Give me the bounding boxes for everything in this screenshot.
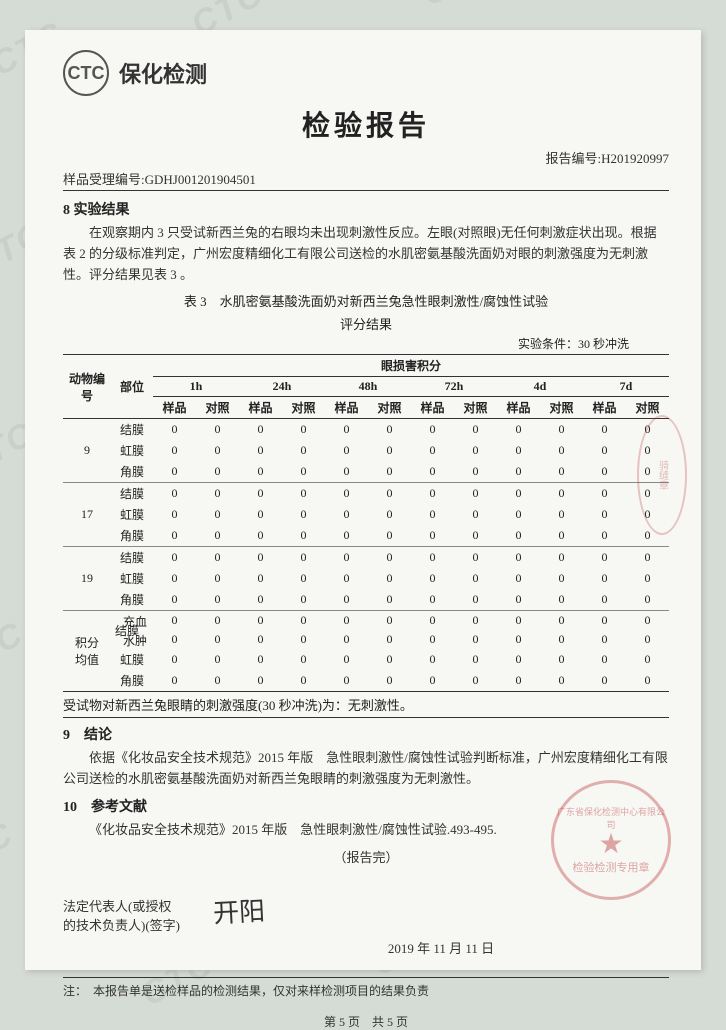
section-9-heading: 9 结论 (63, 724, 669, 744)
sample-number-value: GDHJ001201904501 (145, 172, 256, 187)
signature-label: 法定代表人(或授权 的技术负责人)(签字) (63, 896, 180, 934)
table-footer-note: 受试物对新西兰兔眼睛的刺激强度(30 秒冲洗)为：无刺激性。 (63, 692, 669, 718)
table-caption-line2: 评分结果 (63, 314, 669, 333)
end-of-report: （报告完） (63, 847, 669, 866)
section-10-paragraph: 《化妆品安全技术规范》2015 年版 急性眼刺激性/腐蚀性试验.493-495. (63, 820, 669, 841)
signature-glyph: 开阳 (212, 890, 266, 930)
ctc-logo-icon: CTC (63, 50, 109, 96)
document-page: CTC 保化检测 检验报告 报告编号:H201920997 样品受理编号:GDH… (25, 30, 701, 970)
report-title: 检验报告 (63, 104, 669, 144)
watermark-text: CTC (0, 814, 21, 884)
signature-label-line1: 法定代表人(或授权 (63, 896, 180, 915)
results-table: 动物编号部位眼损害积分1h24h48h72h4d7d样品对照样品对照样品对照样品… (63, 354, 669, 692)
report-date: 2019 年 11 月 11 日 (63, 938, 669, 957)
section-8-heading: 8 实验结果 (63, 199, 669, 219)
exp-cond-value: 30 秒冲洗 (578, 337, 629, 351)
org-title: 保化检测 (119, 57, 207, 89)
experiment-condition: 实验条件：30 秒冲洗 (63, 335, 669, 352)
signature-label-line2: 的技术负责人)(签字) (63, 915, 180, 934)
sample-number-label: 样品受理编号: (63, 172, 145, 187)
exp-cond-label: 实验条件： (518, 337, 578, 351)
sample-number-row: 样品受理编号:GDHJ001201904501 (63, 169, 669, 191)
section-10-heading: 10 参考文献 (63, 796, 669, 816)
table-caption-line1: 表 3 水肌密氨基酸洗面奶对新西兰兔急性眼刺激性/腐蚀性试验 (63, 291, 669, 310)
watermark-text: CTC (415, 0, 500, 15)
header-row: CTC 保化检测 (63, 50, 669, 96)
section-8-paragraph: 在观察期内 3 只受试新西兰兔的右眼均未出现刺激性反应。左眼(对照眼)无任何刺激… (63, 223, 669, 285)
report-number-label: 报告编号: (545, 151, 601, 166)
footer-note: 注： 本报告单是送检样品的检测结果，仅对来样检测项目的结果负责 (63, 977, 669, 999)
section-9-paragraph: 依据《化妆品安全技术规范》2015 年版 急性眼刺激性/腐蚀性试验判断标准，广州… (63, 748, 669, 790)
signature-block: 法定代表人(或授权 的技术负责人)(签字) 开阳 (63, 896, 669, 934)
report-number-row: 报告编号:H201920997 (63, 148, 669, 167)
report-number-value: H201920997 (601, 151, 669, 166)
page-number: 第 5 页 共 5 页 (63, 1013, 669, 1030)
